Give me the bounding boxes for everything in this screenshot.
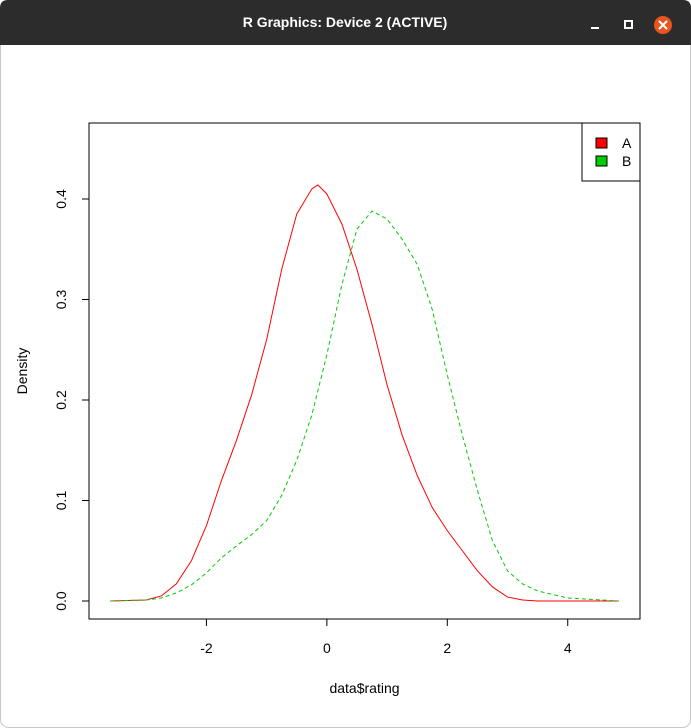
legend-box bbox=[581, 122, 641, 182]
density-line bbox=[110, 184, 619, 602]
x-tick-label: 0 bbox=[323, 640, 331, 656]
window-title: R Graphics: Device 2 (ACTIVE) bbox=[243, 14, 448, 30]
y-tick-label: 0.0 bbox=[53, 591, 69, 611]
y-tick-label: 0.2 bbox=[53, 390, 69, 410]
legend-swatch bbox=[595, 137, 608, 149]
x-tick-label: 4 bbox=[564, 640, 572, 656]
y-tick-label: 0.4 bbox=[53, 189, 69, 209]
plot: -2 0 2 4 0.0 0.1 0.2 0.3 0.4 data$rating Density AB bbox=[14, 122, 641, 696]
y-tick-label: 0.3 bbox=[53, 290, 69, 310]
density-line bbox=[110, 210, 619, 602]
legend-label: A bbox=[622, 135, 632, 151]
legend-label: B bbox=[622, 153, 631, 169]
minimize-button[interactable] bbox=[591, 27, 599, 29]
legend-swatch bbox=[595, 155, 608, 167]
close-icon bbox=[658, 20, 668, 30]
y-tick-label: 0.1 bbox=[53, 491, 69, 511]
x-tick-label: 2 bbox=[443, 640, 451, 656]
y-axis-label: Density bbox=[14, 348, 30, 395]
title-bar bbox=[0, 0, 691, 45]
x-axis-label: data$rating bbox=[329, 680, 399, 696]
maximize-button[interactable] bbox=[624, 20, 633, 29]
x-tick-label: -2 bbox=[200, 640, 213, 656]
close-button[interactable] bbox=[654, 16, 672, 34]
